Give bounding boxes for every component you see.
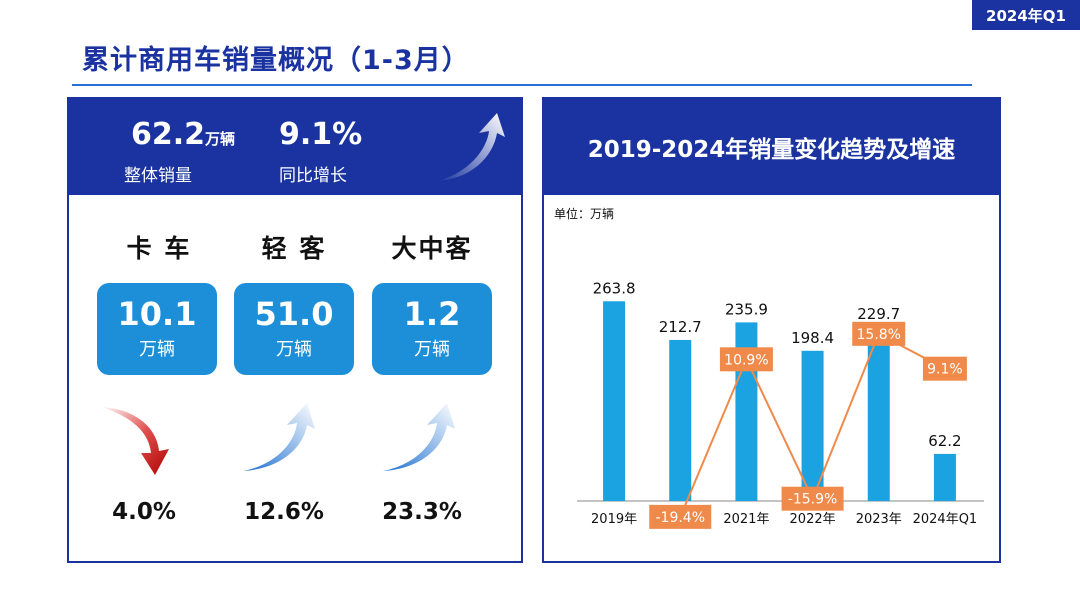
segment-value-truck: 10.1 xyxy=(117,295,197,333)
sales-chart: 263.82019年212.72020年235.92021年198.42022年… xyxy=(577,279,984,529)
growth-value-label: 15.8% xyxy=(857,327,901,343)
x-tick-label: 2019年 xyxy=(591,512,637,527)
up-arrow-icon xyxy=(243,403,315,471)
segment-value-light-bus: 51.0 xyxy=(254,295,334,333)
segment-value-large-bus: 1.2 xyxy=(403,295,461,333)
down-arrow-icon xyxy=(101,407,169,475)
growth-value-label: 9.1% xyxy=(927,362,963,378)
segment-label-truck: 卡 车 xyxy=(126,234,192,263)
segment-unit-large-bus: 万辆 xyxy=(414,339,450,360)
segment-box-truck: 10.1 万辆 xyxy=(97,283,217,375)
bar-value-label: 62.2 xyxy=(928,432,961,450)
total-sales-value: 62.2万辆 xyxy=(131,117,235,152)
growth-value-label: -19.4% xyxy=(655,510,705,526)
segment-box-light-bus: 51.0 万辆 xyxy=(234,283,354,375)
page-title: 累计商用车销量概况（1-3月） xyxy=(82,45,470,76)
x-tick-label: 2023年 xyxy=(856,512,902,527)
bar-value-label: 235.9 xyxy=(725,300,768,318)
bar xyxy=(801,350,824,501)
total-sales-label: 整体销量 xyxy=(124,166,192,186)
title-divider xyxy=(72,84,972,86)
growth-value-label: -15.9% xyxy=(788,492,838,508)
x-tick-label: 2022年 xyxy=(790,512,836,527)
summary-panel: 62.2万辆 整体销量 9.1% 同比增长 卡 车 轻 客 大中客 10.1 万… xyxy=(67,97,523,563)
bar-value-label: 229.7 xyxy=(857,305,900,323)
up-arrow-icon xyxy=(383,403,455,471)
growth-value: 9.1% xyxy=(279,117,363,152)
segment-unit-light-bus: 万辆 xyxy=(276,339,312,360)
bar xyxy=(933,453,956,501)
bar xyxy=(669,339,692,501)
growth-value-label: 10.9% xyxy=(724,352,768,368)
segment-change-light-bus: 12.6% xyxy=(244,499,324,525)
summary-header: 62.2万辆 整体销量 9.1% 同比增长 xyxy=(69,99,521,195)
growth-up-arrow-icon xyxy=(437,113,505,181)
segment-box-large-bus: 1.2 万辆 xyxy=(372,283,492,375)
chart-panel: 2019-2024年销量变化趋势及增速 单位：万辆 263.8 2019年 212.… xyxy=(542,97,1001,563)
x-tick-label: 2024年Q1 xyxy=(913,512,978,527)
growth-label: 同比增长 xyxy=(279,166,347,186)
segment-unit-truck: 万辆 xyxy=(139,339,175,360)
period-tag: 2024年Q1 xyxy=(972,0,1080,30)
growth-label-bg xyxy=(781,486,844,511)
chart-unit-label: 单位：万辆 xyxy=(554,207,615,221)
segment-change-large-bus: 23.3% xyxy=(382,499,462,525)
growth-label-bg xyxy=(719,347,773,372)
bar xyxy=(603,301,626,501)
segment-change-truck: 4.0% xyxy=(112,499,176,525)
total-sales-unit: 万辆 xyxy=(205,130,236,148)
segment-label-light-bus: 轻 客 xyxy=(261,234,327,263)
bar-value-label: 198.4 xyxy=(791,329,834,347)
growth-label-bg xyxy=(649,504,712,529)
segment-label-large-bus: 大中客 xyxy=(391,234,473,263)
bar-value-label: 212.7 xyxy=(659,318,702,336)
bar-value-label: 263.8 xyxy=(593,279,636,297)
bar xyxy=(867,327,890,501)
growth-label-bg xyxy=(852,321,906,346)
x-tick-label: 2021年 xyxy=(723,512,769,527)
growth-label-bg xyxy=(922,356,967,381)
total-sales-number: 62.2 xyxy=(131,117,206,152)
chart-title: 2019-2024年销量变化趋势及增速 xyxy=(544,99,999,195)
